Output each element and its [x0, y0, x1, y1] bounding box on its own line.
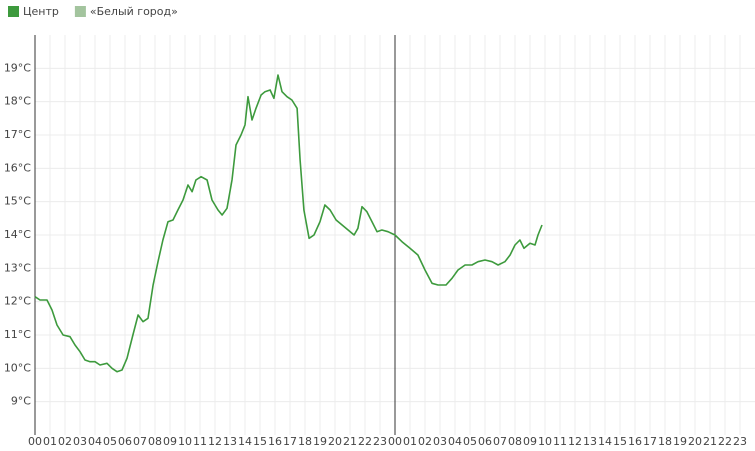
legend-label: «Белый город»: [90, 5, 178, 18]
x-tick-label: 06: [478, 435, 492, 448]
y-tick-label: 18°C: [4, 95, 31, 108]
x-tick-label: 21: [343, 435, 357, 448]
x-tick-label: 22: [718, 435, 732, 448]
x-tick-label: 07: [133, 435, 147, 448]
y-tick-label: 11°C: [4, 328, 31, 341]
x-tick-label: 07: [493, 435, 507, 448]
x-tick-label: 00: [388, 435, 402, 448]
x-tick-label: 03: [433, 435, 447, 448]
y-tick-label: 17°C: [4, 128, 31, 141]
x-tick-label: 04: [448, 435, 462, 448]
x-tick-label: 19: [313, 435, 327, 448]
x-tick-label: 12: [568, 435, 582, 448]
x-tick-label: 15: [253, 435, 267, 448]
x-tick-label: 17: [283, 435, 297, 448]
x-tick-label: 06: [118, 435, 132, 448]
legend-swatch: [8, 6, 19, 17]
x-tick-label: 05: [463, 435, 477, 448]
x-tick-label: 11: [193, 435, 207, 448]
x-tick-label: 13: [583, 435, 597, 448]
x-tick-label: 11: [553, 435, 567, 448]
legend-swatch: [74, 6, 86, 17]
y-tick-label: 13°C: [4, 261, 31, 274]
x-tick-label: 08: [148, 435, 162, 448]
y-tick-label: 10°C: [4, 361, 31, 374]
x-tick-label: 18: [298, 435, 312, 448]
x-tick-label: 23: [733, 435, 747, 448]
y-tick-label: 16°C: [4, 161, 31, 174]
x-tick-label: 16: [628, 435, 642, 448]
x-tick-label: 14: [238, 435, 252, 448]
y-tick-label: 12°C: [4, 295, 31, 308]
x-tick-label: 09: [163, 435, 177, 448]
y-tick-label: 14°C: [4, 228, 31, 241]
x-tick-label: 18: [658, 435, 672, 448]
x-tick-label: 00: [28, 435, 42, 448]
x-tick-label: 09: [523, 435, 537, 448]
x-tick-label: 14: [598, 435, 612, 448]
x-tick-label: 16: [268, 435, 282, 448]
x-tick-label: 23: [373, 435, 387, 448]
x-tick-label: 10: [538, 435, 552, 448]
x-tick-label: 02: [418, 435, 432, 448]
x-tick-label: 19: [673, 435, 687, 448]
y-tick-label: 19°C: [4, 61, 31, 74]
x-tick-label: 20: [328, 435, 342, 448]
x-tick-label: 12: [208, 435, 222, 448]
x-tick-label: 22: [358, 435, 372, 448]
x-tick-label: 02: [58, 435, 72, 448]
x-tick-label: 21: [703, 435, 717, 448]
legend-label: Центр: [23, 5, 59, 18]
x-tick-label: 04: [88, 435, 102, 448]
series-line: [34, 74, 543, 373]
x-tick-label: 03: [73, 435, 87, 448]
x-tick-label: 08: [508, 435, 522, 448]
x-tick-label: 13: [223, 435, 237, 448]
x-tick-label: 01: [43, 435, 57, 448]
x-tick-label: 20: [688, 435, 702, 448]
y-tick-label: 9°C: [11, 395, 31, 408]
x-tick-label: 01: [403, 435, 417, 448]
x-tick-label: 15: [613, 435, 627, 448]
x-tick-label: 17: [643, 435, 657, 448]
y-tick-label: 15°C: [4, 195, 31, 208]
x-tick-label: 10: [178, 435, 192, 448]
x-tick-label: 05: [103, 435, 117, 448]
